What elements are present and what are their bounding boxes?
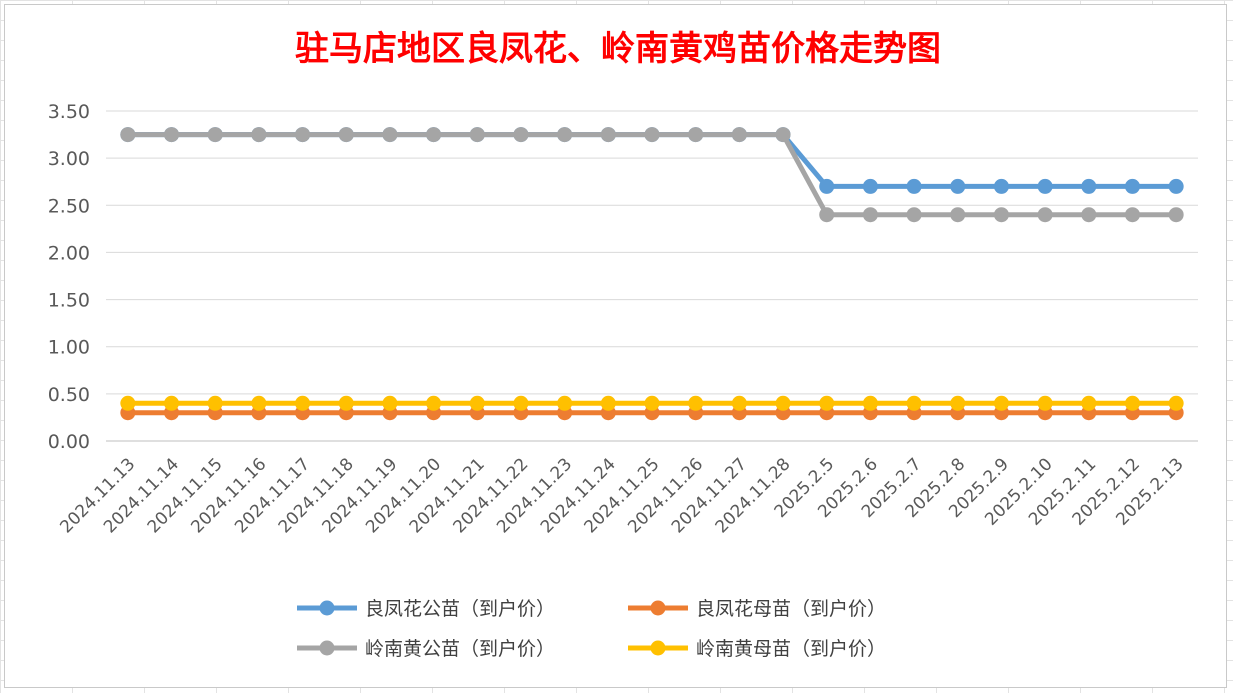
x-axis: 2024.11.132024.11.142024.11.152024.11.16… <box>56 454 1187 537</box>
data-point <box>950 395 966 411</box>
data-point <box>426 127 442 143</box>
data-point <box>513 395 529 411</box>
series-line <box>127 132 1177 189</box>
data-point <box>644 127 660 143</box>
y-tick-label: 0.00 <box>48 431 90 453</box>
data-point <box>120 127 136 143</box>
data-point <box>600 127 616 143</box>
legend-label: 岭南黄母苗（到户价） <box>696 638 886 660</box>
y-tick-label: 1.50 <box>48 290 90 312</box>
data-point <box>338 127 354 143</box>
series-2 <box>120 127 1184 223</box>
data-point <box>120 395 136 411</box>
data-point <box>1124 207 1140 223</box>
y-axis: 0.00 0.50 1.00 1.50 2.00 2.50 3.00 3.50 <box>48 101 90 453</box>
data-point <box>950 178 966 194</box>
data-point <box>688 395 704 411</box>
data-point <box>993 178 1009 194</box>
y-tick-label: 2.00 <box>48 242 90 264</box>
legend-label: 岭南黄公苗（到户价） <box>365 638 555 660</box>
legend-label: 良凤花母苗（到户价） <box>696 598 886 620</box>
legend-swatch-marker <box>650 640 666 656</box>
data-point <box>251 395 267 411</box>
legend-item[interactable]: 岭南黄母苗（到户价） <box>628 638 886 660</box>
y-tick-label: 2.50 <box>48 195 90 217</box>
data-point <box>207 127 223 143</box>
data-point <box>295 395 311 411</box>
data-point <box>819 178 835 194</box>
y-tick-label: 3.50 <box>48 101 90 123</box>
data-point <box>775 127 791 143</box>
data-point <box>207 395 223 411</box>
data-point <box>906 178 922 194</box>
data-point <box>993 207 1009 223</box>
data-point <box>1081 178 1097 194</box>
plot-series <box>120 127 1184 421</box>
data-point <box>164 395 180 411</box>
data-point <box>557 395 573 411</box>
gridlines <box>106 110 1198 442</box>
data-point <box>382 395 398 411</box>
data-point <box>993 395 1009 411</box>
data-point <box>1124 395 1140 411</box>
data-point <box>731 395 747 411</box>
data-point <box>1081 207 1097 223</box>
data-point <box>1081 395 1097 411</box>
data-point <box>731 127 747 143</box>
data-point <box>906 395 922 411</box>
data-point <box>1124 178 1140 194</box>
data-point <box>164 127 180 143</box>
legend-swatch-marker <box>650 600 666 616</box>
data-point <box>819 207 835 223</box>
data-point <box>775 395 791 411</box>
data-point <box>1168 178 1184 194</box>
legend-swatch-marker <box>319 600 335 616</box>
data-point <box>251 127 267 143</box>
data-point <box>1037 395 1053 411</box>
chart-area[interactable] <box>4 4 1227 688</box>
data-point <box>1168 395 1184 411</box>
data-point <box>1168 207 1184 223</box>
data-point <box>557 127 573 143</box>
series-3 <box>120 395 1184 411</box>
legend-item[interactable]: 岭南黄公苗（到户价） <box>297 638 555 660</box>
data-point <box>906 207 922 223</box>
data-point <box>1037 207 1053 223</box>
y-tick-label: 3.00 <box>48 148 90 170</box>
legend-item[interactable]: 良凤花母苗（到户价） <box>628 598 886 620</box>
data-point <box>819 395 835 411</box>
data-point <box>862 178 878 194</box>
legend: 良凤花公苗（到户价） 良凤花母苗（到户价） 岭南黄公苗（到户价） 岭南黄母苗（到户价） <box>297 598 886 660</box>
data-point <box>644 395 660 411</box>
data-point <box>469 395 485 411</box>
data-point <box>469 127 485 143</box>
data-point <box>950 207 966 223</box>
data-point <box>426 395 442 411</box>
series-line <box>127 132 1177 218</box>
data-point <box>688 127 704 143</box>
data-point <box>295 127 311 143</box>
y-tick-label: 1.00 <box>48 337 90 359</box>
data-point <box>600 395 616 411</box>
legend-swatch-marker <box>319 640 335 656</box>
data-point <box>513 127 529 143</box>
data-point <box>1037 178 1053 194</box>
data-point <box>862 207 878 223</box>
chart-title: 驻马店地区良凤花、岭南黄鸡苗价格走势图 <box>295 29 941 69</box>
legend-item[interactable]: 良凤花公苗（到户价） <box>297 598 555 620</box>
data-point <box>382 127 398 143</box>
data-point <box>862 395 878 411</box>
data-point <box>338 395 354 411</box>
y-tick-label: 0.50 <box>48 384 90 406</box>
legend-label: 良凤花公苗（到户价） <box>365 598 555 620</box>
